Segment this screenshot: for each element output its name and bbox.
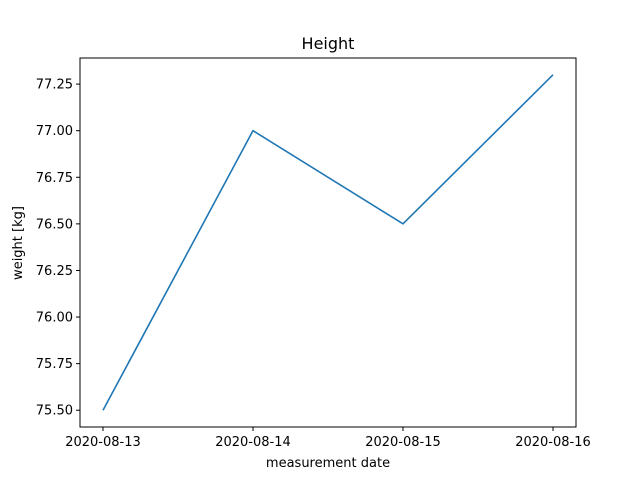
series-line [102,74,554,411]
y-tick-label: 77.00 [36,124,73,139]
y-axis-label: weight [kg] [11,206,26,280]
y-tick-label: 76.75 [36,171,73,186]
x-tick-label: 2020-08-16 [515,435,591,450]
chart-title: Height [302,34,355,53]
plot-area: 75.50 75.75 76.00 76.25 76.50 76.75 77.00 77.25… [36,57,591,450]
x-tick-label: 2020-08-13 [65,435,141,450]
x-tick-label: 2020-08-14 [215,435,291,450]
y-tick-label: 76.50 [36,217,73,232]
y-tick-label: 75.50 [36,404,73,419]
x-tick-label: 2020-08-15 [365,435,441,450]
y-tick-label: 76.00 [36,311,73,326]
y-tick-label: 75.75 [36,357,73,372]
y-tick-label: 76.25 [36,264,73,279]
axes-frame [79,57,577,428]
y-tick-label: 77.25 [36,78,73,93]
x-axis-label: measurement date [266,456,390,471]
